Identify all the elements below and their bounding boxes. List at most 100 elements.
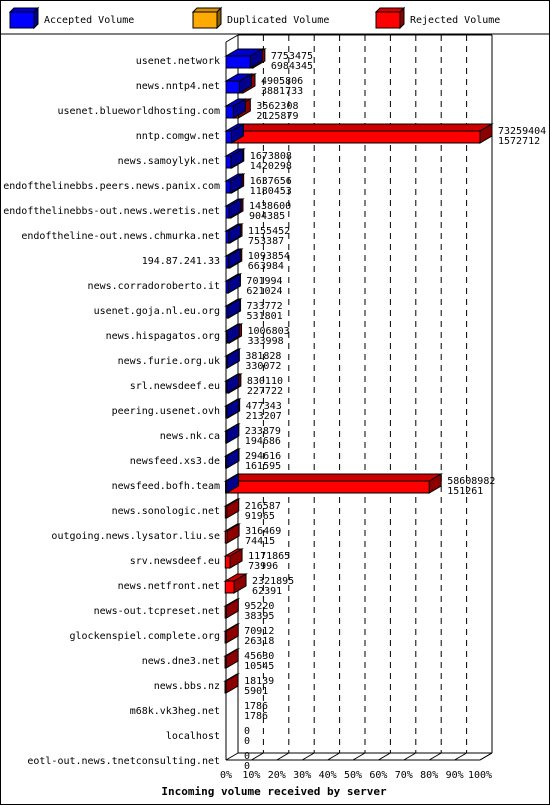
value-label-accepted: 10545 xyxy=(244,661,274,672)
bar-accepted-face xyxy=(225,130,232,144)
bar-accepted-face xyxy=(225,480,228,494)
bar-accepted-face xyxy=(225,455,228,469)
x-tick-label: 80% xyxy=(420,770,438,781)
value-label-total: 701994 xyxy=(246,276,282,287)
bar-accepted xyxy=(224,48,265,69)
x-tick xyxy=(276,752,290,761)
x-tick xyxy=(327,752,340,761)
x-tick-label: 90% xyxy=(446,770,464,781)
bar-accepted xyxy=(224,348,241,369)
value-label-accepted: 2125879 xyxy=(256,111,298,122)
value-label-total: 3562308 xyxy=(256,101,298,112)
legend-swatch-top xyxy=(191,7,223,13)
value-label-accepted: 74415 xyxy=(245,536,275,547)
bar-rejected xyxy=(223,673,240,694)
x-tick xyxy=(301,752,315,761)
value-label-accepted: 38395 xyxy=(244,611,274,622)
category-label: news.dne3.net xyxy=(142,656,220,667)
value-label-accepted: 663984 xyxy=(248,261,284,272)
bar-rejected xyxy=(223,498,241,519)
bar-accepted xyxy=(224,98,248,119)
bar-rejected-face xyxy=(225,480,430,494)
bar-accepted-face xyxy=(225,55,251,69)
category-label: m68k.vk3heg.net xyxy=(130,706,220,717)
x-tick xyxy=(352,752,366,761)
category-label: news.sonologic.net xyxy=(112,506,220,517)
bar-accepted-face xyxy=(225,180,231,194)
value-label-total: 216587 xyxy=(245,501,281,512)
legend: Accepted Volume Duplicated Volume Rejected… xyxy=(0,6,550,35)
legend-label: Accepted Volume xyxy=(44,15,134,26)
value-label-total: 0 xyxy=(244,751,250,762)
bar-rejected-top xyxy=(223,473,444,482)
category-label: news.furie.org.uk xyxy=(118,356,220,367)
x-tick-label: 10% xyxy=(242,770,260,781)
value-label-total: 1006803 xyxy=(247,326,289,337)
category-labels: usenet.network news.nntp4.net usenet.bluew… xyxy=(3,56,220,767)
x-tick xyxy=(251,752,264,761)
bar-accepted xyxy=(224,173,244,194)
value-label-total: 477343 xyxy=(246,401,282,412)
legend-swatch-top xyxy=(374,7,406,13)
bar-accepted xyxy=(224,73,254,94)
bar-accepted xyxy=(224,298,242,319)
category-label: 194.87.241.33 xyxy=(142,256,220,267)
bar-rejected xyxy=(223,623,241,644)
x-tick-label: 100% xyxy=(468,770,492,781)
bar-accepted xyxy=(224,323,242,344)
x-axis: 0% 10% 20% 30% 40% 50% 60% 70% 80% 90% 100% xyxy=(220,752,493,781)
bar-accepted-face xyxy=(225,280,229,294)
bar-accepted xyxy=(224,123,246,144)
category-label: endofthelinebbs.peers.news.panix.com xyxy=(3,181,220,192)
bar-accepted-face xyxy=(225,255,229,269)
bar-accepted-face xyxy=(225,380,228,394)
value-label-total: 316469 xyxy=(245,526,281,537)
value-label-total: 2321895 xyxy=(252,576,294,587)
value-label-total: 4905806 xyxy=(261,76,303,87)
value-label-total: 18139 xyxy=(244,676,274,687)
category-label: endofthelinebbs-out.news.weretis.net xyxy=(3,206,220,217)
bar-accepted-face xyxy=(225,205,230,219)
category-label: usenet.goja.nl.eu.org xyxy=(94,306,220,317)
bar-rejected xyxy=(223,648,241,669)
category-label: news.nntp4.net xyxy=(136,81,220,92)
value-label-total: 1637656 xyxy=(250,176,292,187)
category-label: localhost xyxy=(166,731,220,742)
value-label-accepted: 91965 xyxy=(245,511,275,522)
bars xyxy=(223,48,494,694)
bar-rejected-face xyxy=(224,605,227,619)
value-label-accepted: 73996 xyxy=(248,561,278,572)
bar-rejected-face xyxy=(224,505,228,519)
category-label: news.corradoroberto.it xyxy=(88,281,220,292)
bar-rejected xyxy=(223,523,241,544)
category-label: srl.newsdeef.eu xyxy=(130,381,220,392)
bar-rejected-face xyxy=(224,630,227,644)
x-tick xyxy=(479,752,493,761)
category-label: glockenspiel.complete.org xyxy=(69,631,220,642)
category-label: outgoing.news.lysator.liu.se xyxy=(51,531,220,542)
value-label-total: 58608982 xyxy=(447,476,495,487)
value-label-total: 70912 xyxy=(244,626,274,637)
bar-accepted xyxy=(224,448,241,469)
x-tick-label: 20% xyxy=(268,770,286,781)
value-label-accepted: 62391 xyxy=(252,586,282,597)
bar-accepted xyxy=(224,223,243,244)
bar-accepted-face xyxy=(225,80,240,94)
value-label-total: 7753475 xyxy=(271,51,313,62)
bar-rejected-face xyxy=(224,530,228,544)
x-tick xyxy=(225,752,239,761)
bar-accepted-face xyxy=(225,105,234,119)
value-label-accepted: 213207 xyxy=(246,411,282,422)
bar-rejected xyxy=(223,548,244,569)
bar-accepted xyxy=(224,273,243,294)
legend-swatch-side xyxy=(216,6,222,30)
bar-accepted xyxy=(224,398,241,419)
value-label-accepted: 0 xyxy=(244,736,250,747)
value-label-total: 294616 xyxy=(245,451,281,462)
x-tick-label: 50% xyxy=(344,770,362,781)
value-label-accepted: 227722 xyxy=(247,386,283,397)
value-label-accepted: 753387 xyxy=(248,236,284,247)
value-label-total: 1155452 xyxy=(248,226,290,237)
value-label-total: 1786 xyxy=(244,701,268,712)
